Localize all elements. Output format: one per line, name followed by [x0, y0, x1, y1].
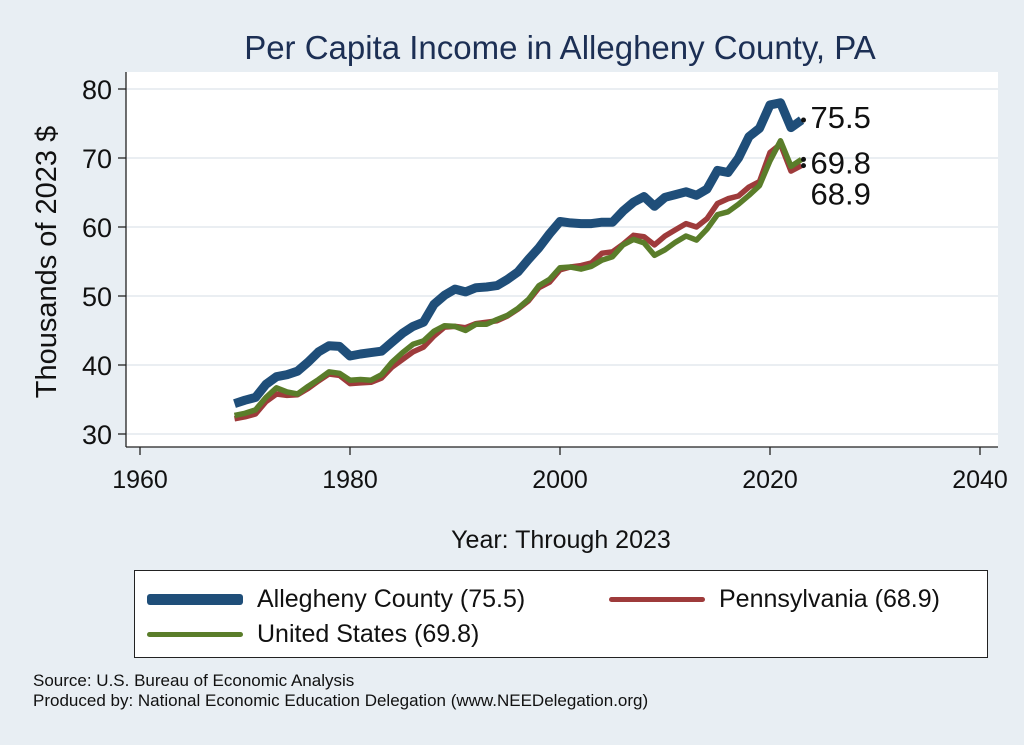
end-label-allegheny: 75.5 — [811, 100, 871, 135]
x-tick-label-2040: 2040 — [952, 466, 1008, 494]
legend-item-allegheny: Allegheny County (75.5) — [147, 585, 525, 614]
y-tick-label-30: 30 — [82, 420, 112, 450]
y-tick-label-80: 80 — [82, 75, 112, 105]
legend-swatch-pennsylvania — [609, 597, 705, 602]
legend: Allegheny County (75.5) Pennsylvania (68… — [134, 570, 988, 658]
legend-swatch-allegheny — [147, 594, 243, 605]
y-tick-label-40: 40 — [82, 351, 112, 381]
x-tick-label-1980: 1980 — [322, 466, 378, 494]
y-axis-title: Thousands of 2023 $ — [31, 126, 63, 398]
series-line-united-states — [233, 138, 804, 419]
y-tick-label-60: 60 — [82, 213, 112, 243]
chart-title: Per Capita Income in Allegheny County, P… — [244, 29, 876, 66]
end-marker-pennsylvania — [801, 163, 806, 169]
produced-by-note: Produced by: National Economic Education… — [33, 691, 649, 710]
legend-label-pennsylvania: Pennsylvania (68.9) — [719, 585, 940, 613]
legend-item-united-states: United States (69.8) — [147, 620, 479, 649]
x-axis-title: Year: Through 2023 — [451, 526, 671, 554]
y-tick-label-70: 70 — [82, 144, 112, 174]
legend-item-pennsylvania: Pennsylvania (68.9) — [609, 585, 940, 614]
series-line-allegheny — [233, 98, 805, 408]
y-tick-label-50: 50 — [82, 282, 112, 312]
end-label-pennsylvania: 68.9 — [811, 177, 871, 212]
end-marker-united-states — [801, 156, 806, 162]
x-tick-label-2000: 2000 — [532, 466, 588, 494]
legend-label-allegheny: Allegheny County (75.5) — [257, 585, 526, 613]
legend-label-united-states: United States (69.8) — [257, 620, 480, 648]
end-label-united-states: 69.8 — [811, 145, 871, 180]
x-tick-label-2020: 2020 — [742, 466, 798, 494]
line-chart: Per Capita Income in Allegheny County, P… — [31, 29, 1008, 554]
legend-swatch-united-states — [147, 632, 243, 637]
x-tick-label-1960: 1960 — [112, 466, 168, 494]
end-marker-allegheny — [801, 117, 806, 123]
source-note: Source: U.S. Bureau of Economic Analysis — [33, 671, 355, 690]
